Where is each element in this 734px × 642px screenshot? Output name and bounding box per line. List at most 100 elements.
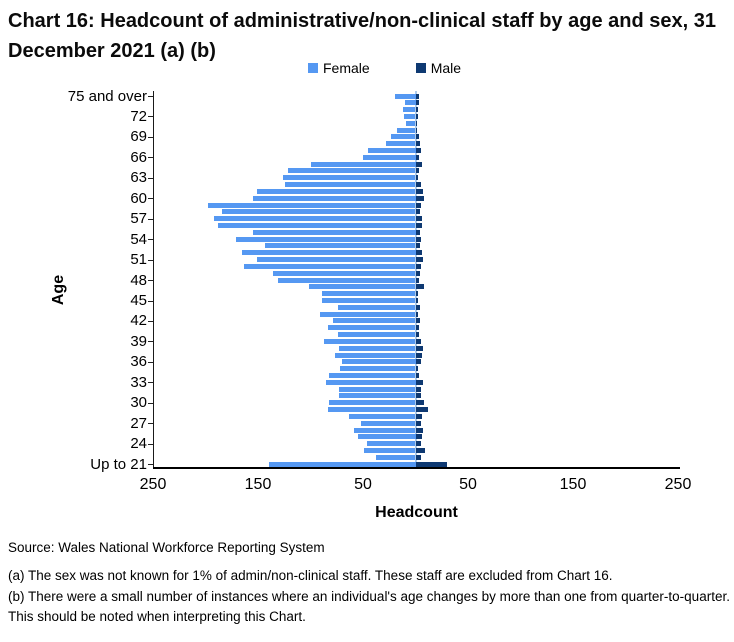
female-swatch-icon [308,63,318,73]
bar-male-49 [415,270,420,276]
chart-title: Chart 16: Headcount of administrative/no… [8,10,716,62]
bar-female-39 [324,338,416,344]
x-tick-label-2: 50 [354,476,372,493]
bar-female-53 [265,243,416,249]
bar-male-22 [415,454,421,460]
bar-female-50 [244,263,416,269]
bar-female-74 [405,100,416,106]
bar-male-52 [415,250,422,256]
y-tick-mark [148,464,153,466]
bar-male-53 [415,243,420,249]
bar-male-27 [415,420,421,426]
bar-female-51 [256,257,416,263]
bar-male-73 [415,107,418,113]
y-tick-mark [148,320,153,322]
footnote-b: (b) There were a small number of instanc… [8,588,730,625]
y-tick-label-75-and-over: 75 and over [67,87,147,105]
bar-male-39 [415,338,421,344]
bar-male-56 [415,223,422,229]
bar-female-69 [391,134,416,140]
bar-male-75-and-over [415,93,419,99]
bar-female-30 [329,400,416,406]
y-tick-label-up-to-21: Up to 21 [90,455,147,473]
bar-female-70 [396,127,416,133]
bar-male-32 [415,386,421,392]
y-tick-mark [148,136,153,138]
bar-female-55 [252,229,416,235]
y-tick-mark [148,157,153,159]
legend-item-female: Female [308,60,370,76]
bar-male-70 [415,127,417,133]
bar-female-31 [338,393,416,399]
bar-female-38 [338,345,416,351]
bar-male-58 [415,209,420,215]
bar-female-34 [329,373,416,379]
y-tick-label-33: 33 [130,373,147,391]
x-axis-line [153,467,680,469]
bar-female-66 [363,154,416,160]
bar-male-54 [415,236,421,242]
y-tick-mark [148,280,153,282]
bar-male-41 [415,325,419,331]
bar-female-23 [364,448,416,454]
y-tick-mark [148,443,153,445]
bar-female-73 [402,107,416,113]
bar-male-62 [415,182,421,188]
bar-female-59 [207,202,416,208]
bar-female-52 [242,250,416,256]
y-tick-mark [148,402,153,404]
y-tick-mark [148,361,153,363]
y-tick-mark [148,341,153,343]
y-tick-label-42: 42 [130,312,147,330]
bar-male-up-to-21 [415,461,447,467]
bar-male-60 [415,195,424,201]
bar-female-61 [256,188,416,194]
bar-male-43 [415,311,418,317]
bar-female-75-and-over [394,93,416,99]
bar-male-69 [415,134,419,140]
bar-female-42 [332,318,416,324]
bar-female-44 [337,304,416,310]
bar-female-48 [277,277,416,283]
y-tick-mark [148,177,153,179]
bar-female-58 [222,209,416,215]
y-tick-label-60: 60 [130,189,147,207]
bar-male-72 [415,113,418,119]
bar-female-29 [328,407,416,413]
bar-female-67 [368,148,416,154]
bar-male-26 [415,427,423,433]
bar-female-25 [357,434,416,440]
y-tick-label-30: 30 [130,394,147,412]
bar-male-29 [415,407,429,413]
legend-female-label: Female [323,60,370,76]
bar-female-64 [288,168,416,174]
bar-male-44 [415,304,420,310]
bar-female-56 [218,223,416,229]
y-tick-label-72: 72 [130,107,147,125]
x-tick-label-3: 50 [459,476,477,493]
bar-male-42 [415,318,420,324]
bar-male-25 [415,434,422,440]
bar-male-30 [415,400,424,406]
bar-female-43 [319,311,416,317]
bar-female-33 [326,379,416,385]
bar-female-49 [272,270,416,276]
y-tick-label-57: 57 [130,210,147,228]
bar-female-36 [342,359,416,365]
footnotes: (a) The sex was not known for 1% of admi… [8,566,732,628]
x-tick-label-0: 250 [139,476,167,493]
y-tick-mark [148,259,153,261]
bar-male-68 [415,141,420,147]
bar-male-64 [415,168,419,174]
bar-male-66 [415,154,419,160]
bar-female-72 [403,113,416,119]
bar-female-63 [283,175,416,181]
y-tick-label-36: 36 [130,353,147,371]
source-text: Source: Wales National Workforce Reporti… [8,540,325,555]
bar-female-57 [213,216,416,222]
bar-male-55 [415,229,420,235]
bar-male-48 [415,277,419,283]
bar-female-24 [367,441,416,447]
bar-male-51 [415,257,423,263]
